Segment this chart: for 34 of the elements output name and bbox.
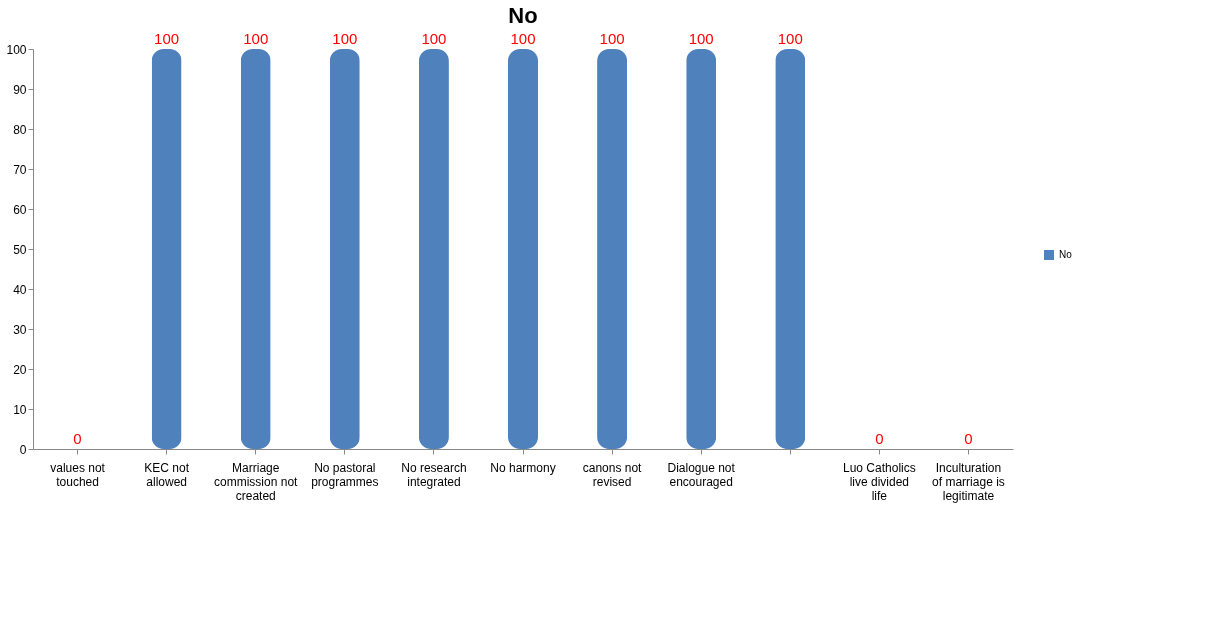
y-tick-label: 50 — [13, 242, 27, 257]
y-tick-label: 70 — [13, 162, 27, 177]
x-tick-label: values not touched — [50, 460, 106, 489]
data-label: 100 — [510, 30, 536, 47]
y-tick-label: 20 — [13, 362, 27, 377]
x-tick-label: Luo Catholics live divided life — [843, 460, 916, 503]
x-tick-label: No research integrated — [401, 460, 467, 489]
chart-title: No — [508, 3, 538, 28]
y-tick-label: 60 — [13, 202, 27, 217]
x-tick-label: Inculturation of marriage is legitimate — [932, 460, 1005, 503]
y-tick-label: 80 — [13, 122, 27, 137]
y-tick-label: 10 — [13, 402, 27, 417]
data-label: 100 — [243, 30, 269, 47]
data-label: 100 — [688, 30, 714, 47]
y-tick-label: 90 — [13, 82, 27, 97]
x-tick-label: No pastoral programmes — [311, 460, 379, 489]
data-label: 100 — [777, 30, 803, 47]
x-tick-label: Dialogue not encouraged — [667, 460, 736, 489]
data-label: 0 — [964, 430, 973, 447]
data-label: 100 — [332, 30, 358, 47]
data-label: 100 — [421, 30, 447, 47]
y-tick-label: 30 — [13, 322, 27, 337]
y-tick-label: 40 — [13, 282, 27, 297]
data-label: 0 — [875, 430, 884, 447]
legend-label: No — [1059, 249, 1073, 260]
data-label: 0 — [73, 430, 82, 447]
x-tick-label: No harmony — [490, 460, 556, 475]
x-tick-label: KEC not allowed — [144, 460, 190, 489]
data-label: 100 — [154, 30, 180, 47]
y-tick-label: 100 — [6, 42, 27, 57]
x-tick-label: canons not revised — [582, 460, 643, 489]
y-tick-label: 0 — [19, 442, 27, 457]
data-label: 100 — [599, 30, 625, 47]
x-tick-label: Marriage commission not created — [214, 460, 299, 503]
